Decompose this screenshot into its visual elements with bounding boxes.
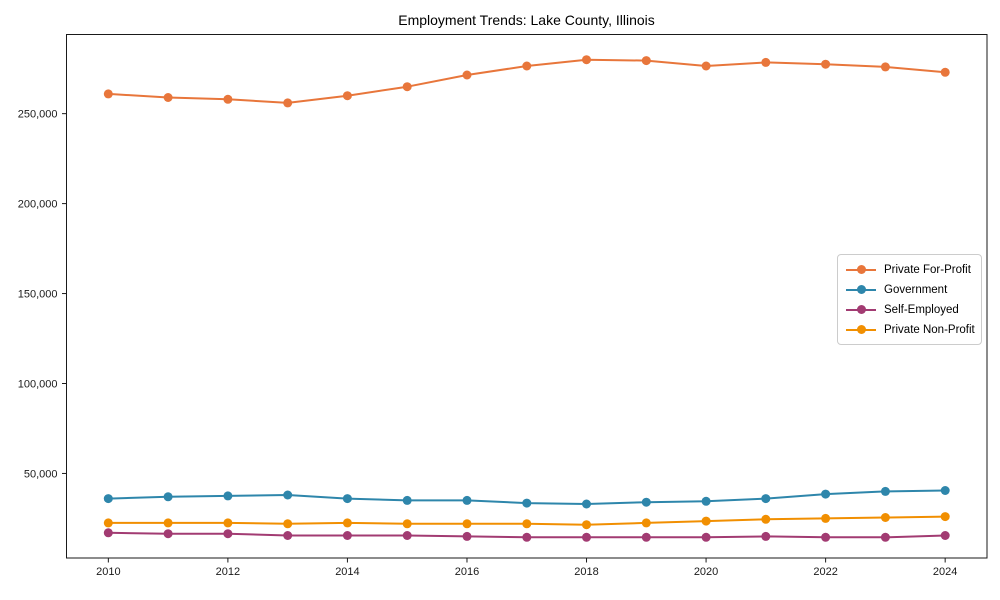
data-point-marker bbox=[582, 499, 591, 509]
plot-border bbox=[66, 34, 988, 559]
data-point-marker bbox=[342, 91, 352, 101]
y-tick-label: 150,000 bbox=[18, 289, 58, 301]
data-point-marker bbox=[880, 62, 890, 72]
data-point-marker bbox=[701, 61, 711, 71]
legend-label: Private For-Profit bbox=[884, 263, 971, 276]
data-point-marker bbox=[821, 532, 831, 542]
x-tick-label: 2022 bbox=[813, 566, 837, 578]
x-tick-label: 2016 bbox=[455, 566, 479, 578]
data-point-marker bbox=[940, 67, 950, 77]
data-point-marker bbox=[462, 70, 472, 80]
data-point-marker bbox=[283, 490, 293, 500]
data-point-marker bbox=[821, 59, 831, 69]
data-point-marker bbox=[402, 519, 412, 529]
data-point-marker bbox=[283, 531, 293, 540]
data-point-marker bbox=[761, 514, 771, 524]
data-point-marker bbox=[701, 516, 711, 526]
legend-row: Private For-Profit bbox=[846, 263, 972, 276]
data-point-marker bbox=[940, 486, 950, 495]
data-point-marker bbox=[342, 531, 352, 540]
data-point-marker bbox=[582, 532, 591, 542]
data-point-marker bbox=[641, 56, 651, 66]
legend-marker-icon bbox=[846, 305, 876, 314]
data-point-marker bbox=[701, 496, 711, 506]
legend-label: Private Non-Profit bbox=[884, 323, 975, 336]
data-point-marker bbox=[163, 93, 173, 102]
data-point-marker bbox=[880, 532, 890, 542]
legend-marker-icon bbox=[846, 285, 876, 294]
x-tick-label: 2020 bbox=[694, 566, 718, 578]
data-point-marker bbox=[103, 518, 113, 528]
data-point-marker bbox=[163, 518, 173, 528]
data-point-marker bbox=[223, 518, 233, 528]
data-point-marker bbox=[163, 492, 173, 502]
x-tick-label: 2018 bbox=[574, 566, 598, 578]
data-point-marker bbox=[821, 489, 831, 499]
data-point-marker bbox=[223, 491, 233, 501]
data-point-marker bbox=[283, 98, 293, 108]
y-tick-label: 200,000 bbox=[18, 199, 58, 211]
x-tick-label: 2024 bbox=[933, 566, 957, 578]
data-point-marker bbox=[522, 61, 532, 71]
data-point-marker bbox=[701, 532, 711, 542]
x-tick-label: 2014 bbox=[335, 566, 359, 578]
data-point-marker bbox=[342, 494, 352, 504]
data-point-marker bbox=[582, 55, 591, 65]
data-point-marker bbox=[761, 57, 771, 67]
data-point-marker bbox=[223, 94, 233, 104]
legend-label: Self-Employed bbox=[884, 303, 959, 316]
y-tick-label: 250,000 bbox=[18, 109, 58, 121]
data-point-marker bbox=[522, 498, 532, 508]
data-point-marker bbox=[283, 519, 293, 529]
data-point-marker bbox=[940, 531, 950, 540]
data-point-marker bbox=[821, 513, 831, 523]
data-point-marker bbox=[641, 497, 651, 507]
data-point-marker bbox=[342, 518, 352, 528]
data-point-marker bbox=[761, 531, 771, 541]
data-point-marker bbox=[462, 495, 472, 505]
data-point-marker bbox=[940, 512, 950, 522]
legend-row: Private Non-Profit bbox=[846, 323, 975, 336]
data-point-marker bbox=[522, 532, 532, 542]
data-point-marker bbox=[462, 519, 472, 529]
data-point-marker bbox=[522, 519, 532, 529]
x-tick-label: 2010 bbox=[96, 566, 120, 578]
data-point-marker bbox=[582, 520, 591, 530]
legend-marker-icon bbox=[846, 325, 876, 334]
legend-row: Government bbox=[846, 283, 972, 296]
data-point-marker bbox=[163, 529, 173, 539]
data-point-marker bbox=[880, 486, 890, 496]
data-point-marker bbox=[462, 531, 472, 541]
data-point-marker bbox=[402, 531, 412, 540]
data-point-marker bbox=[103, 528, 113, 538]
y-tick-label: 100,000 bbox=[18, 379, 58, 391]
chart-title: Employment Trends: Lake County, Illinois bbox=[398, 12, 655, 28]
x-tick-label: 2012 bbox=[216, 566, 240, 578]
data-point-marker bbox=[103, 89, 113, 99]
data-point-marker bbox=[880, 513, 890, 522]
data-point-marker bbox=[761, 494, 771, 504]
data-point-marker bbox=[402, 82, 412, 92]
data-point-marker bbox=[223, 529, 233, 539]
data-point-marker bbox=[641, 518, 651, 528]
y-tick-label: 50,000 bbox=[24, 468, 58, 480]
data-point-marker bbox=[402, 495, 412, 505]
legend-label: Government bbox=[884, 283, 948, 296]
data-point-marker bbox=[641, 532, 651, 542]
chart-legend: Private For-Profit Government Self-Emplo… bbox=[837, 254, 982, 345]
legend-marker-icon bbox=[846, 265, 876, 274]
legend-row: Self-Employed bbox=[846, 303, 972, 316]
data-point-marker bbox=[103, 494, 113, 504]
